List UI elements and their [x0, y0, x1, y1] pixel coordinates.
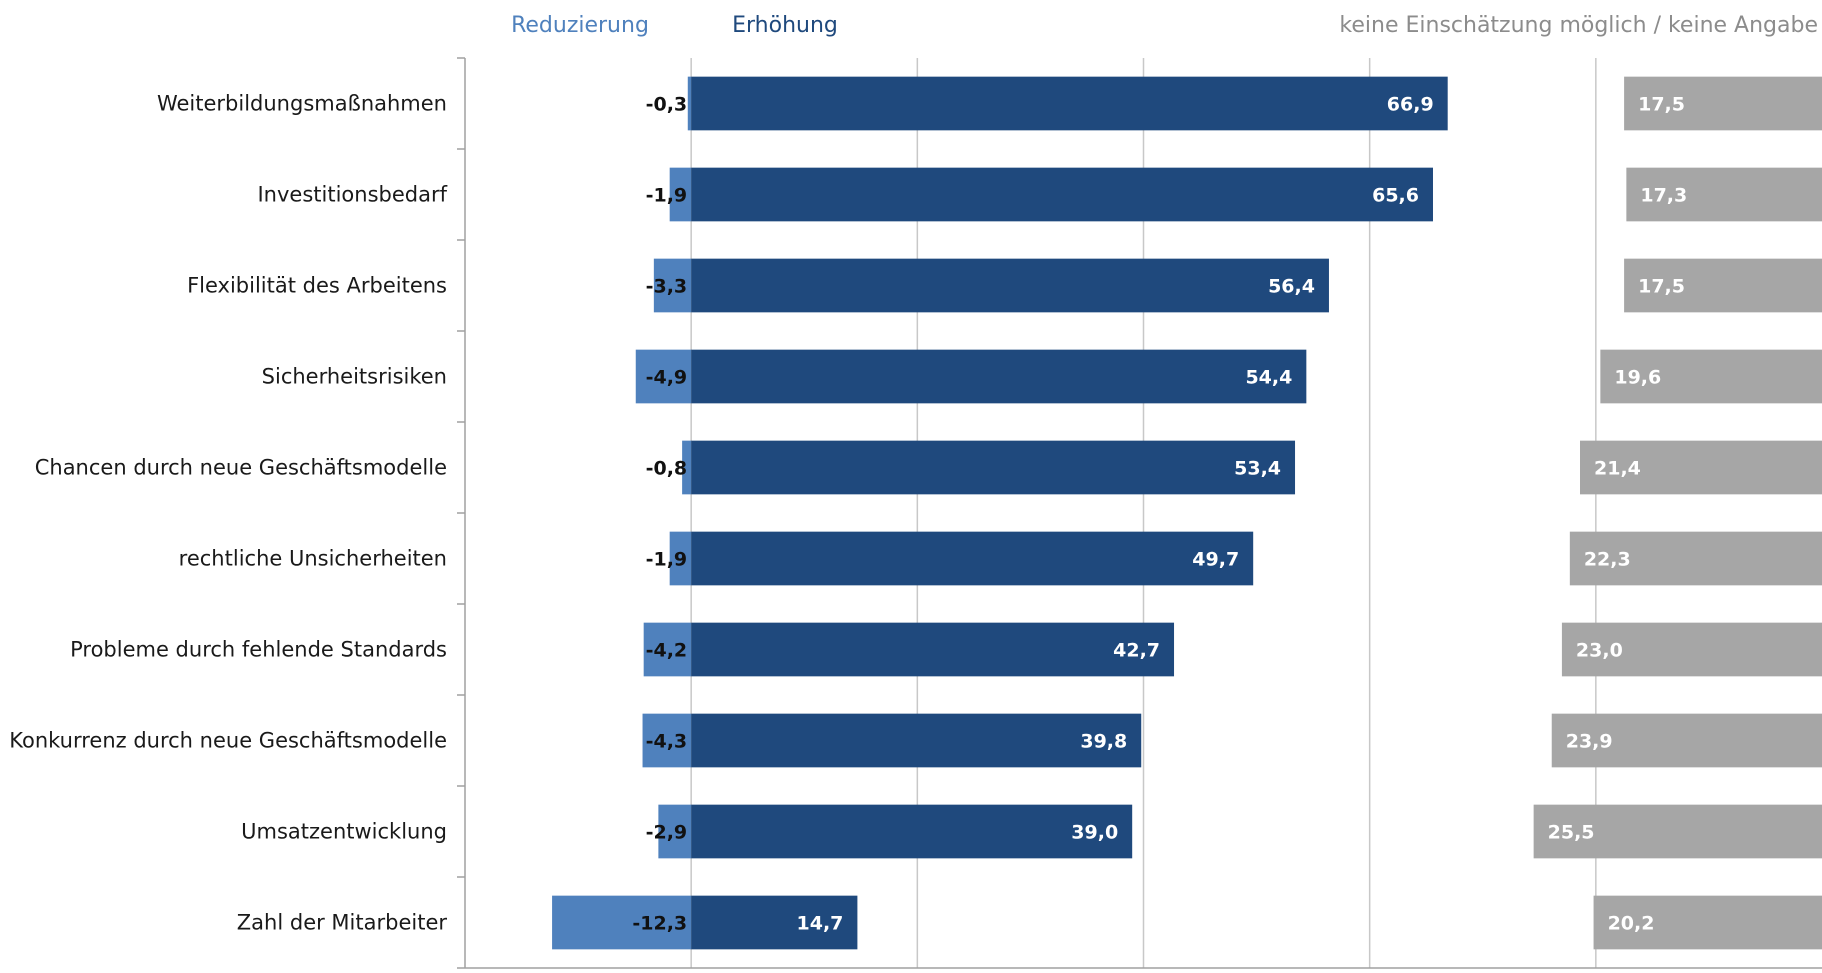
data-label-reduzierung: -3,3 — [646, 276, 688, 298]
data-label-reduzierung: -4,2 — [646, 640, 688, 662]
data-label-keine-angabe: 23,9 — [1566, 731, 1613, 753]
bar-reduzierung — [635, 349, 692, 404]
data-label-keine-angabe: 17,5 — [1638, 94, 1685, 116]
bar-keine-angabe — [1626, 167, 1822, 222]
data-label-erhoehung: 56,4 — [1268, 276, 1315, 298]
data-label-reduzierung: -12,3 — [632, 913, 687, 935]
data-label-reduzierung: -4,9 — [646, 367, 688, 389]
bar-reduzierung — [653, 258, 692, 313]
bar-keine-angabe — [1580, 440, 1822, 495]
data-label-erhoehung: 53,4 — [1234, 458, 1281, 480]
data-label-reduzierung: -0,8 — [646, 458, 688, 480]
data-label-erhoehung: 54,4 — [1245, 367, 1292, 389]
category-label: Flexibilität des Arbeitens — [187, 274, 447, 298]
bar-reduzierung — [642, 713, 692, 768]
bar-keine-angabe — [1624, 258, 1822, 313]
data-label-reduzierung: -4,3 — [646, 731, 688, 753]
bar-erhoehung — [691, 713, 1142, 768]
data-label-keine-angabe: 19,6 — [1614, 367, 1661, 389]
legend-entry: Reduzierung — [511, 13, 649, 38]
bar-erhoehung — [691, 258, 1329, 313]
data-label-keine-angabe: 22,3 — [1584, 549, 1631, 571]
bar-erhoehung — [691, 622, 1175, 677]
category-label: Chancen durch neue Geschäftsmodelle — [35, 456, 447, 480]
data-label-erhoehung: 66,9 — [1387, 94, 1434, 116]
bar-keine-angabe — [1600, 349, 1822, 404]
data-label-erhoehung: 42,7 — [1113, 640, 1160, 662]
bar-reduzierung — [658, 804, 692, 859]
bar-erhoehung — [691, 440, 1296, 495]
bar-erhoehung — [691, 76, 1448, 131]
category-label: Weiterbildungsmaßnahmen — [157, 92, 447, 116]
legend-entry: keine Einschätzung möglich / keine Angab… — [1339, 13, 1818, 38]
data-label-reduzierung: -1,9 — [646, 185, 688, 207]
data-label-reduzierung: -1,9 — [646, 549, 688, 571]
bar-reduzierung — [682, 440, 692, 495]
category-label: rechtliche Unsicherheiten — [179, 547, 447, 571]
bar-keine-angabe — [1624, 76, 1822, 131]
legend-entry: Erhöhung — [732, 13, 838, 38]
category-label: Probleme durch fehlende Standards — [70, 638, 447, 662]
data-label-erhoehung: 39,0 — [1071, 822, 1118, 844]
bar-erhoehung — [691, 167, 1433, 222]
data-label-erhoehung: 65,6 — [1372, 185, 1419, 207]
bar-keine-angabe — [1569, 531, 1822, 586]
data-label-reduzierung: -2,9 — [646, 822, 688, 844]
bar-keine-angabe — [1533, 804, 1822, 859]
data-label-erhoehung: 14,7 — [797, 913, 844, 935]
category-label: Investitionsbedarf — [257, 183, 447, 207]
bar-erhoehung — [691, 531, 1254, 586]
data-label-keine-angabe: 25,5 — [1548, 822, 1595, 844]
bar-reduzierung — [669, 531, 692, 586]
data-label-keine-angabe: 20,2 — [1608, 913, 1655, 935]
labels-layer: Weiterbildungsmaßnahmen -0,3 66,9 17,5 Inves… — [9, 92, 1687, 935]
bar-reduzierung — [552, 895, 692, 950]
bar-reduzierung — [643, 622, 692, 677]
bar-keine-angabe — [1593, 895, 1822, 950]
bar-keine-angabe — [1561, 622, 1822, 677]
data-label-keine-angabe: 21,4 — [1594, 458, 1641, 480]
data-label-keine-angabe: 17,5 — [1638, 276, 1685, 298]
data-label-reduzierung: -0,3 — [646, 94, 688, 116]
category-label: Umsatzentwicklung — [241, 820, 447, 844]
bar-keine-angabe — [1551, 713, 1822, 768]
bar-reduzierung — [687, 76, 692, 131]
category-label: Konkurrenz durch neue Geschäftsmodelle — [9, 729, 447, 753]
data-label-keine-angabe: 23,0 — [1576, 640, 1623, 662]
bar-erhoehung — [691, 804, 1133, 859]
data-label-keine-angabe: 17,3 — [1640, 185, 1687, 207]
bars-layer — [552, 76, 1822, 950]
legend: Reduzierung Erhöhung keine Einschätzung mö… — [511, 13, 1818, 38]
category-label: Zahl der Mitarbeiter — [237, 911, 448, 935]
data-label-erhoehung: 49,7 — [1192, 549, 1239, 571]
bar-reduzierung — [669, 167, 692, 222]
bar-erhoehung — [691, 895, 858, 950]
category-label: Sicherheitsrisiken — [262, 365, 447, 389]
data-label-erhoehung: 39,8 — [1080, 731, 1127, 753]
bar-erhoehung — [691, 349, 1307, 404]
